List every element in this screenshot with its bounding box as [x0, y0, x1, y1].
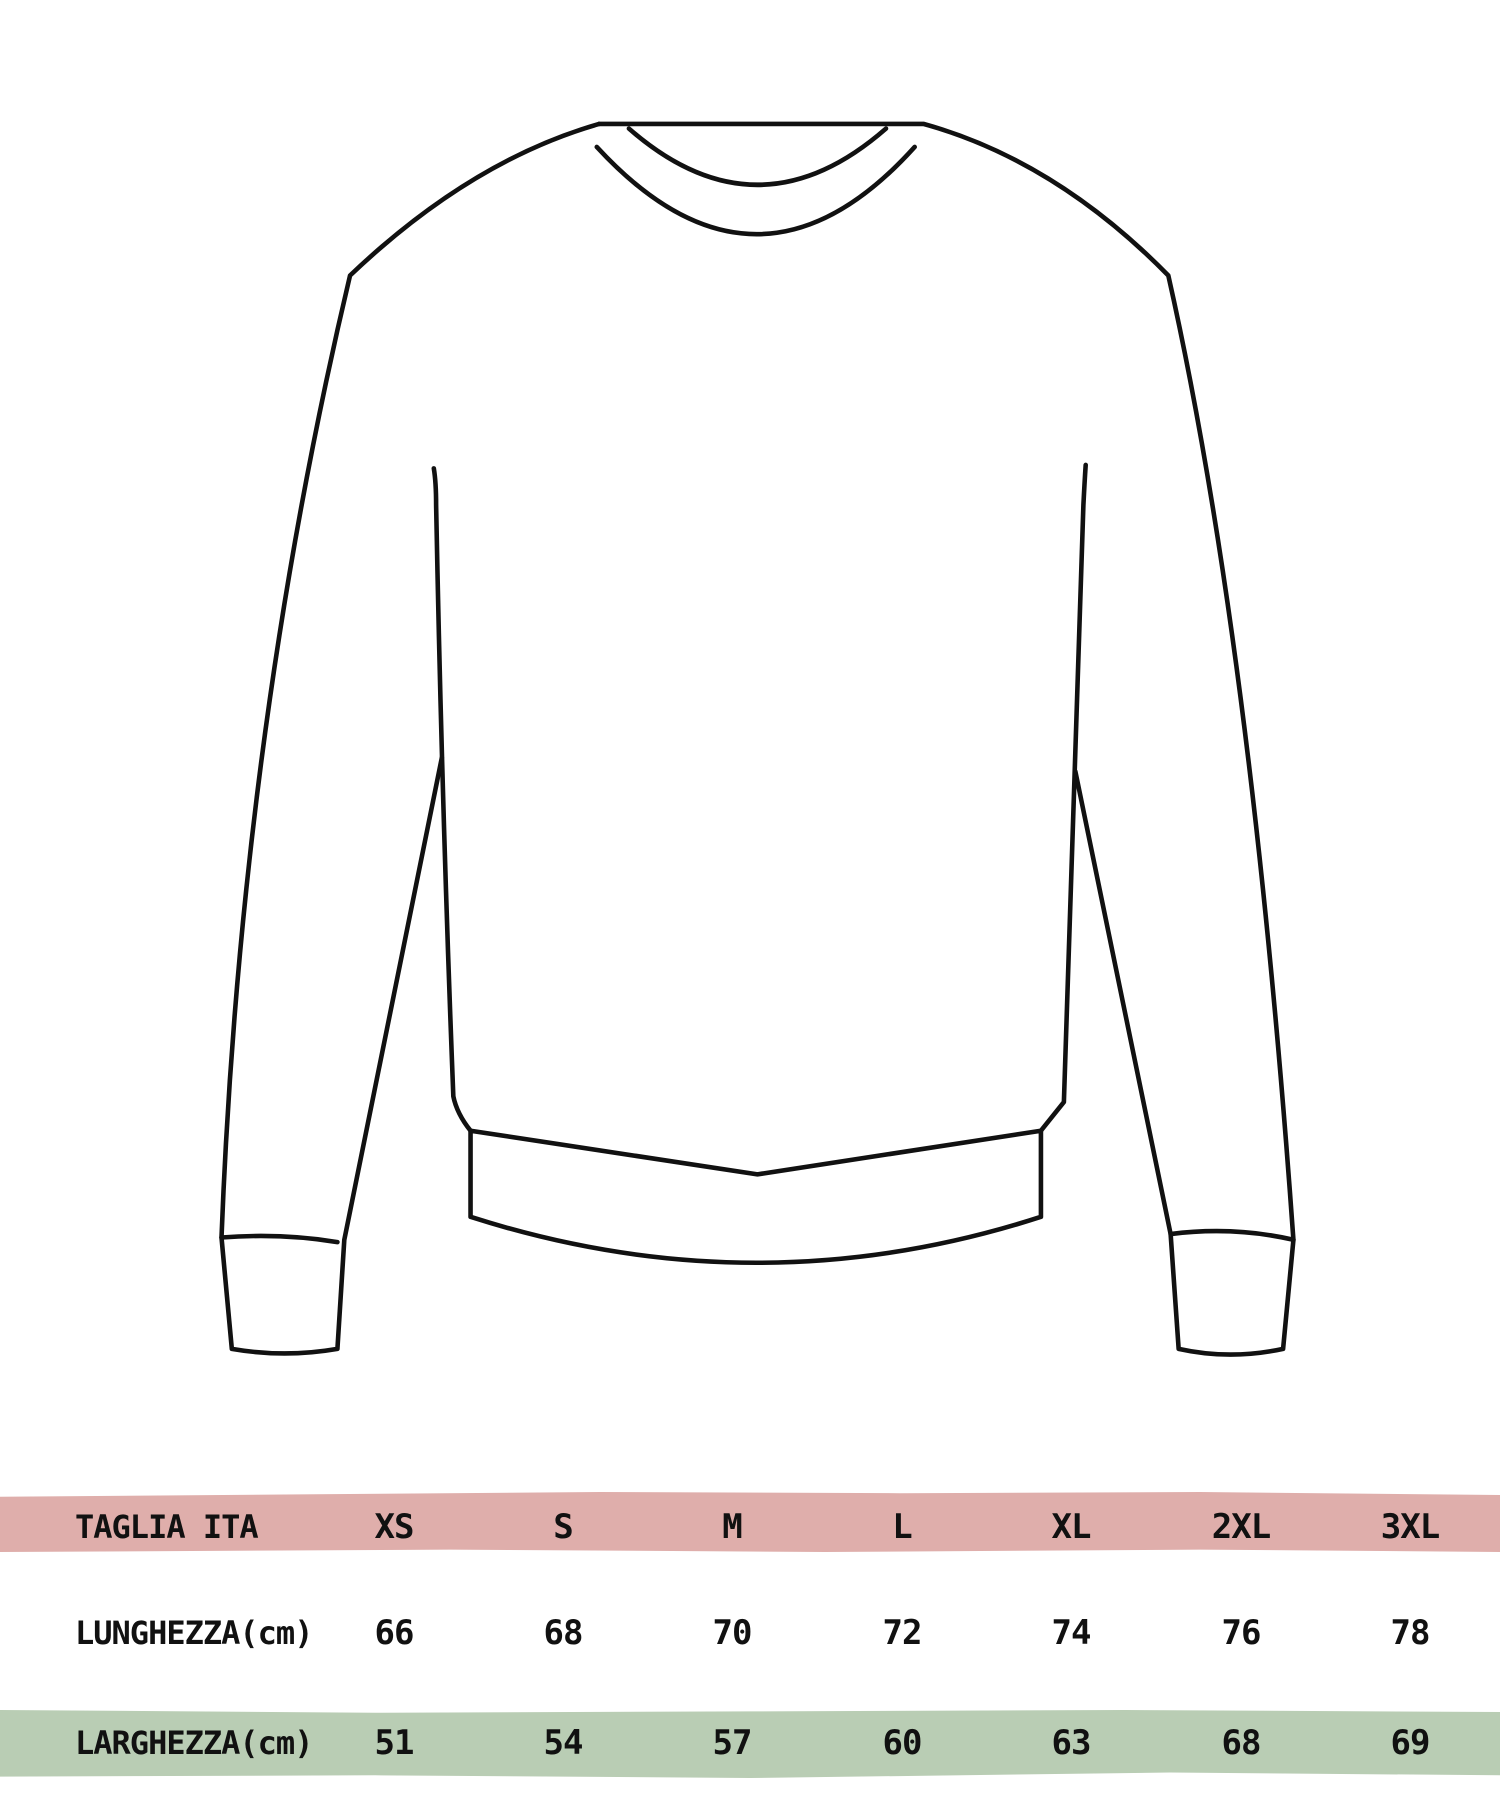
size-header-row: TAGLIA ITA XS S M L XL 2XL 3XL [0, 1502, 1500, 1552]
length-value: 66 [374, 1613, 415, 1653]
size-s: S [553, 1507, 574, 1547]
width-value: 63 [1051, 1723, 1092, 1763]
size-l: L [892, 1507, 913, 1547]
length-value: 74 [1051, 1613, 1092, 1653]
length-value: 68 [543, 1613, 584, 1653]
right-cuff-line [1168, 1228, 1296, 1243]
right-body-seam [1038, 462, 1088, 1134]
length-value: 72 [882, 1613, 923, 1653]
inner-neckline [626, 126, 889, 188]
width-value: 51 [374, 1723, 415, 1763]
header-band [0, 1492, 1500, 1552]
length-value: 78 [1390, 1613, 1431, 1653]
sweatshirt-outline-left [219, 121, 602, 1356]
outer-neckline [594, 144, 917, 237]
width-band [0, 1710, 1500, 1778]
width-value: 60 [882, 1723, 923, 1763]
length-value: 70 [712, 1613, 753, 1653]
width-value: 69 [1390, 1723, 1431, 1763]
width-value: 68 [1221, 1723, 1262, 1763]
width-label: LARGHEZZA(cm) [75, 1724, 313, 1762]
length-row: LUNGHEZZA(cm) 66 68 70 72 74 76 78 [0, 1608, 1500, 1658]
size-3xl: 3XL [1380, 1507, 1440, 1547]
length-label: LUNGHEZZA(cm) [75, 1614, 313, 1652]
hem-band [468, 1128, 1044, 1265]
size-xs: XS [374, 1507, 415, 1547]
width-value: 54 [543, 1723, 584, 1763]
sweatshirt-outline [596, 121, 1296, 1357]
size-xl: XL [1051, 1507, 1092, 1547]
length-value: 76 [1221, 1613, 1262, 1653]
width-value: 57 [712, 1723, 753, 1763]
left-body-seam [431, 466, 473, 1134]
size-2xl: 2XL [1211, 1507, 1271, 1547]
size-m: M [722, 1507, 743, 1547]
size-header-label: TAGLIA ITA [75, 1508, 259, 1546]
left-cuff-line [219, 1233, 340, 1245]
width-row: LARGHEZZA(cm) 51 54 57 60 63 68 69 [0, 1718, 1500, 1768]
